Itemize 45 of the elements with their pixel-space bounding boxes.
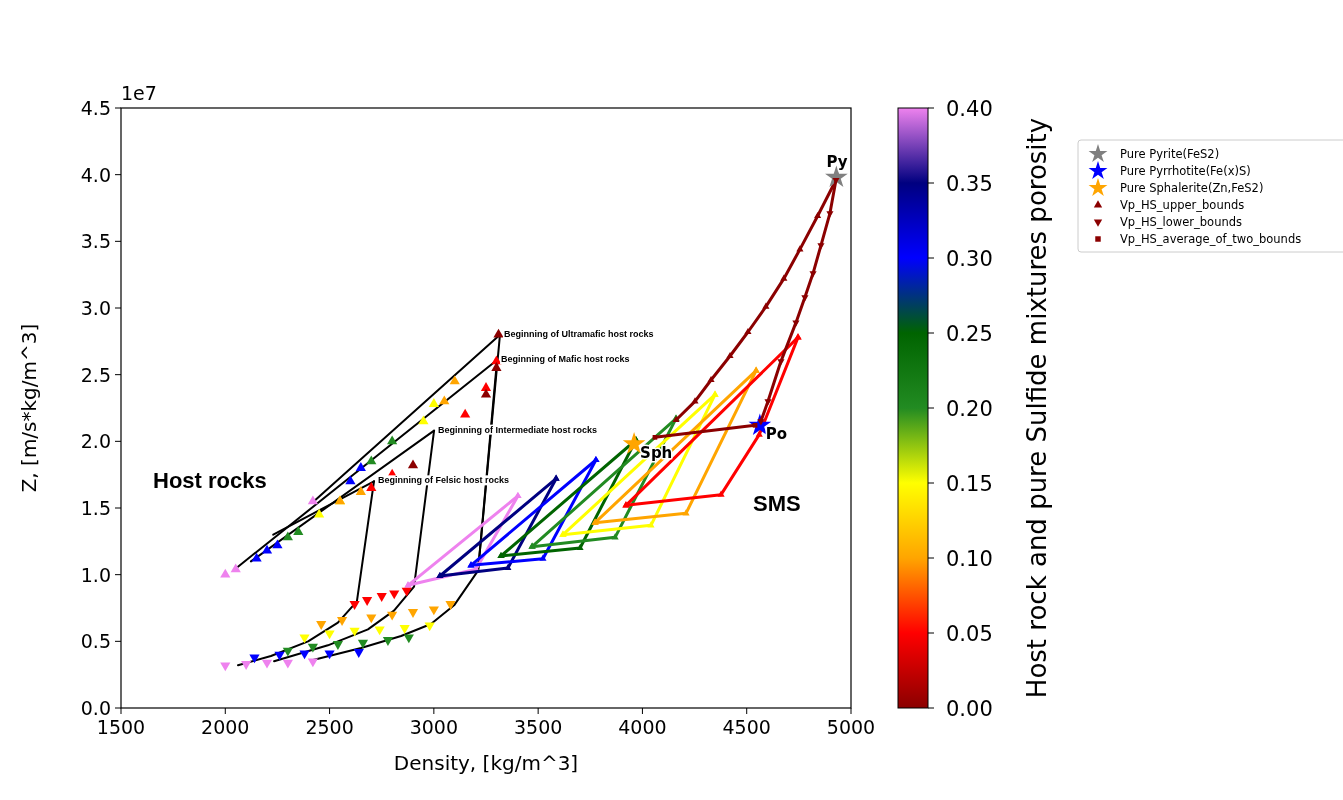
x-axis-title: Density, [kg/m^3] — [393, 751, 579, 775]
annotation: Beginning of Felsic host rocks — [378, 475, 510, 486]
color-bar-label: 0.15 — [946, 472, 993, 496]
color-bar-label: 0.00 — [946, 697, 993, 721]
y-axis-title: Z, [m/s*kg/m^3] — [17, 323, 41, 493]
color-bar-label: 0.25 — [946, 322, 993, 346]
annotation: Py — [826, 153, 848, 172]
x-tick-label: 2500 — [305, 716, 354, 738]
color-bar-label: 0.30 — [946, 247, 993, 271]
color-bar-label: 0.35 — [946, 172, 993, 196]
annotation: Host rocks — [153, 468, 267, 493]
color-bar-label: 0.40 — [946, 97, 993, 121]
y-tick-label: 4.5 — [80, 97, 111, 119]
color-bar-label: 0.20 — [946, 397, 993, 421]
y-tick-label: 0.0 — [80, 697, 111, 719]
annotation: Beginning of Ultramafic host rocks — [503, 328, 654, 339]
legend-label: Pure Pyrrhotite(Fe(x)S) — [1120, 164, 1251, 178]
annotation: SMS — [753, 491, 801, 516]
x-tick-label: 3500 — [513, 716, 563, 738]
text: 1e7 — [121, 82, 157, 104]
color-bar-label: 0.10 — [946, 547, 993, 571]
y-tick-label: 0.5 — [80, 630, 111, 653]
x-tick-label: 1500 — [96, 716, 146, 738]
legend-label: Pure Sphalerite(Zn,FeS2) — [1120, 181, 1264, 195]
y-tick-label: 4.0 — [80, 163, 111, 186]
legend-label: Pure Pyrite(FeS2) — [1120, 147, 1220, 161]
y-tick-label: 3.0 — [80, 297, 111, 319]
annotation: Beginning of Intermediate host rocks — [438, 424, 598, 435]
y-tick-label: 1.0 — [80, 563, 111, 586]
annotation: Po — [765, 425, 788, 444]
y-tick-label: 2.0 — [80, 430, 111, 453]
x-tick-label: 5000 — [826, 716, 876, 738]
x-tick-label: 3000 — [409, 716, 459, 738]
y-tick-label: 3.5 — [80, 230, 111, 253]
legend-label: Vp_HS_upper_bounds — [1120, 198, 1245, 212]
annotation: Beginning of Mafic host rocks — [501, 354, 630, 364]
x-tick-label: 2000 — [201, 716, 250, 738]
legend-label: Vp_HS_average_of_two_bounds — [1120, 232, 1302, 246]
y-tick-label: 1.5 — [80, 497, 111, 519]
legend-label: Vp_HS_lower_bounds — [1120, 215, 1243, 229]
x-tick-label: 4000 — [618, 716, 667, 738]
x-tick-label: 4500 — [722, 716, 771, 738]
color-bar-title: Host rock and pure Sulfide mixtures porosity — [1021, 117, 1052, 699]
color-bar-label: 0.05 — [946, 622, 993, 646]
y-tick-label: 2.5 — [80, 363, 111, 386]
